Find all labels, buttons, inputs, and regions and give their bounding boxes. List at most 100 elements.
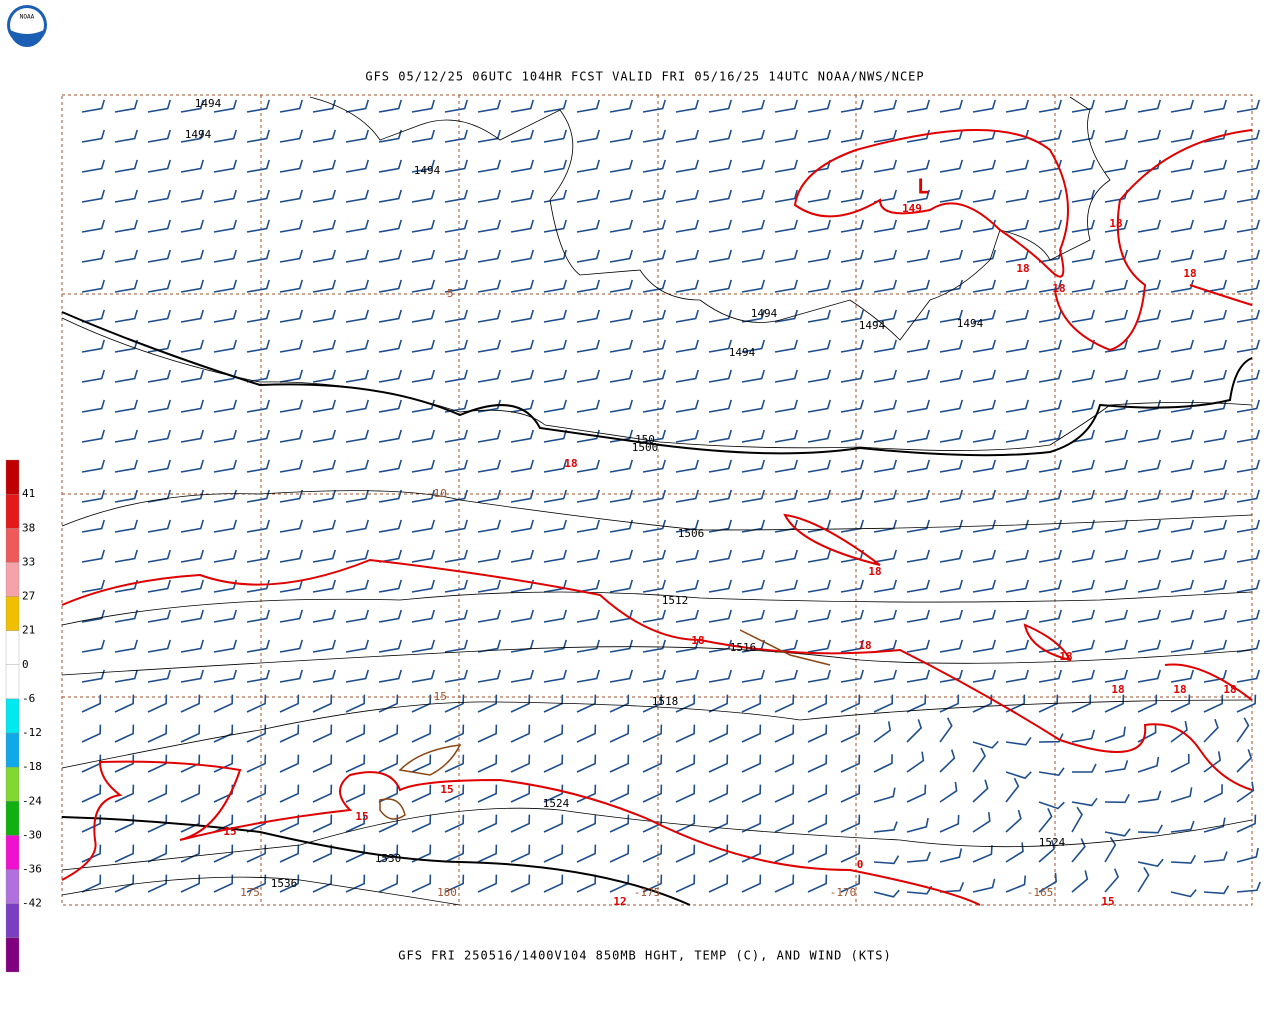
wind-barb [345, 219, 370, 233]
wind-barb [477, 724, 498, 743]
wind-barb [807, 309, 832, 323]
wind-barb [675, 784, 696, 803]
wind-barb [1005, 219, 1030, 233]
wind-barb [576, 874, 597, 893]
wind-barb [378, 639, 403, 653]
wind-barb [741, 99, 766, 113]
wind-barb [345, 399, 370, 413]
wind-barb [1038, 429, 1063, 443]
wind-barb [1137, 824, 1163, 834]
wind-barb [444, 874, 465, 893]
wind-barb [510, 874, 531, 893]
colorbar-label: -6 [22, 692, 35, 705]
temperature-label: 18 [691, 634, 704, 647]
wind-barb [1038, 459, 1063, 473]
wind-barb [1203, 579, 1228, 593]
wind-barb [675, 669, 700, 683]
wind-barb [1236, 459, 1261, 473]
wind-barb [675, 724, 696, 743]
wind-barb [873, 429, 898, 443]
temperature-label: 18 [1109, 217, 1122, 230]
wind-barb [1104, 399, 1129, 413]
wind-barb [1170, 669, 1195, 683]
wind-barb [180, 639, 205, 653]
wind-barb [345, 489, 370, 503]
wind-barb [378, 694, 399, 713]
wind-barb [477, 579, 502, 593]
wind-barb [543, 519, 568, 533]
wind-barb [675, 814, 696, 833]
wind-barb [1203, 669, 1228, 683]
wind-barb [708, 519, 733, 533]
wind-barb [180, 159, 205, 173]
wind-barb [609, 669, 634, 683]
wind-barb [510, 249, 535, 263]
wind-barb [246, 814, 267, 833]
colorbar-swatch [5, 903, 20, 939]
wind-barb [477, 754, 498, 773]
wind-barb [279, 609, 304, 623]
wind-barb [1236, 249, 1261, 263]
wind-barb [411, 129, 436, 143]
wind-barb [774, 754, 795, 773]
wind-barb [213, 249, 238, 263]
wind-barb [1071, 249, 1096, 263]
wind-barb [378, 669, 403, 683]
wind-barb [939, 279, 964, 293]
wind-barb [246, 519, 271, 533]
wind-barb [939, 159, 964, 173]
wind-barb [543, 754, 564, 773]
wind-barb [972, 399, 997, 413]
wind-barb [114, 694, 135, 713]
wind-barb [1005, 279, 1030, 293]
wind-barb [1038, 99, 1063, 113]
wind-barb [477, 459, 502, 473]
wind-barb [609, 429, 634, 443]
wind-barb [1203, 219, 1228, 233]
wind-barb [345, 459, 370, 473]
wind-barb [1236, 219, 1261, 233]
wind-barb [642, 609, 667, 623]
wind-barb [939, 549, 964, 563]
wind-barb [1071, 429, 1096, 443]
wind-barb [906, 669, 931, 683]
wind-barb [1203, 249, 1228, 263]
wind-barb [807, 429, 832, 443]
wind-barb [279, 669, 304, 683]
wind-barb [246, 279, 271, 293]
wind-barb [939, 848, 963, 863]
wind-barb [1104, 219, 1129, 233]
wind-barb [279, 129, 304, 143]
wind-barb [114, 219, 139, 233]
wind-barb [1038, 549, 1063, 563]
wind-barb [246, 754, 267, 773]
wind-barb [642, 309, 667, 323]
wind-barb [279, 339, 304, 353]
wind-barb [576, 249, 601, 263]
wind-barb [972, 609, 997, 623]
wind-barb [807, 369, 832, 383]
wind-barb [114, 189, 139, 203]
wind-barb [444, 669, 469, 683]
wind-barb [1137, 249, 1162, 263]
wind-barb [807, 874, 828, 893]
wind-barb [81, 429, 106, 443]
wind-barb [840, 724, 861, 743]
wind-barb [543, 609, 568, 623]
wind-barb [576, 519, 601, 533]
wind-barb [213, 754, 234, 773]
height-label: 1524 [1039, 836, 1066, 849]
wind-barb [345, 814, 366, 833]
wind-barb [1170, 369, 1195, 383]
wind-barb [1203, 399, 1228, 413]
wind-barb [576, 399, 601, 413]
wind-barb [345, 429, 370, 443]
wind-barb [81, 844, 102, 863]
wind-barb [81, 159, 106, 173]
wind-barb [807, 694, 828, 713]
wind-barb [213, 129, 238, 143]
logo-text: NOAA [20, 14, 35, 21]
wind-barb [1203, 609, 1228, 623]
wind-barb [576, 309, 601, 323]
wind-barb [147, 754, 168, 773]
